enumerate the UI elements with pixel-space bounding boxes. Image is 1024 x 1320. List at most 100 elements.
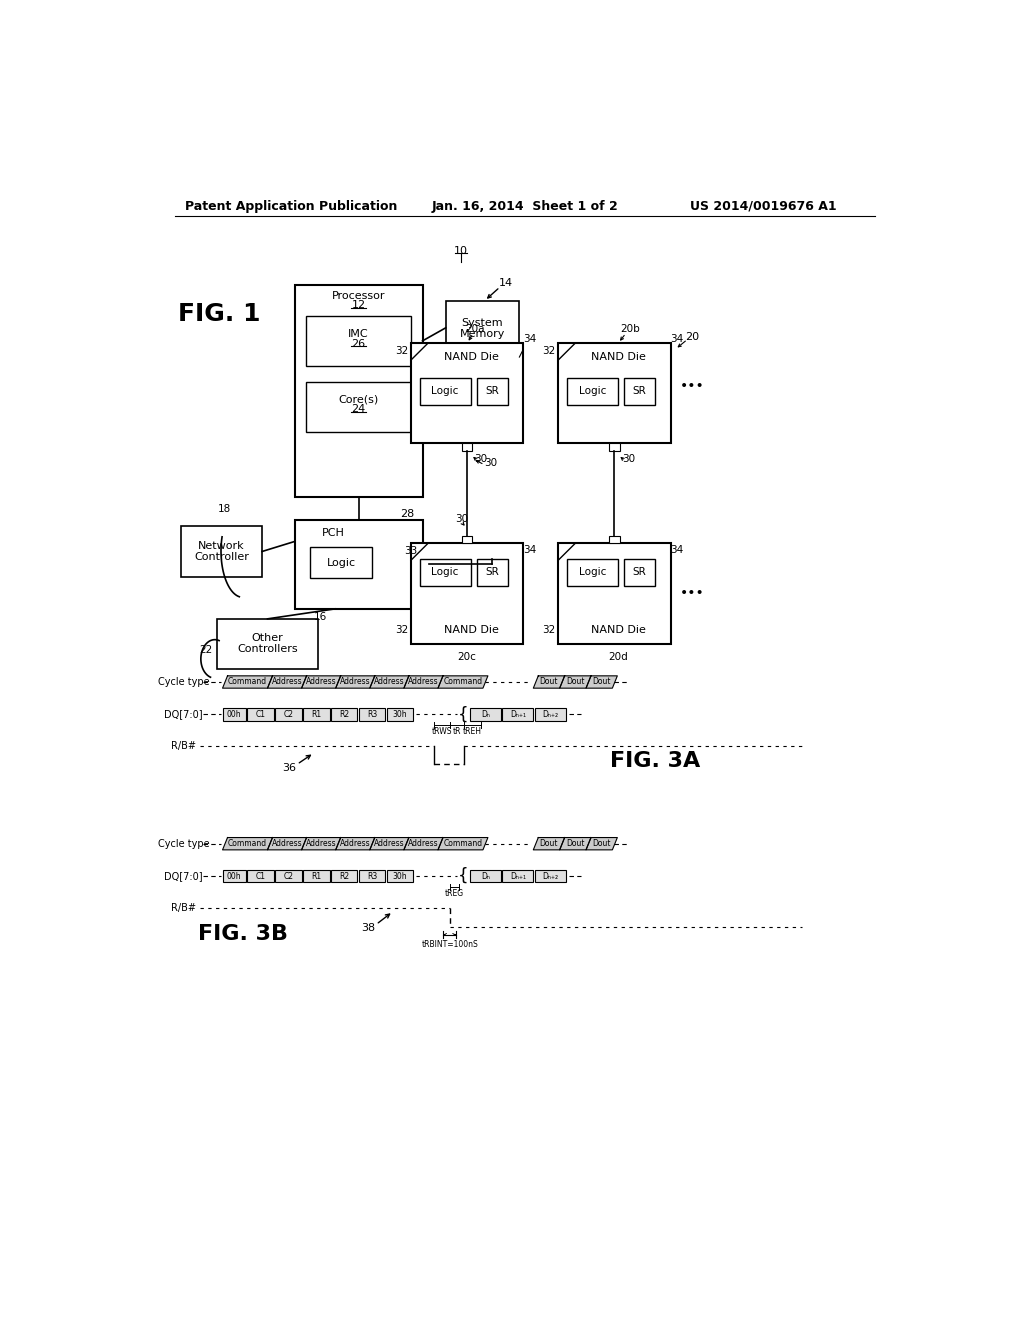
Text: Command: Command: [443, 677, 482, 686]
Polygon shape: [302, 837, 341, 850]
Bar: [558, 343, 671, 444]
Text: 34: 34: [523, 334, 537, 345]
Text: Controllers: Controllers: [238, 644, 298, 655]
Text: R3: R3: [367, 710, 377, 719]
Text: Logic: Logic: [327, 557, 355, 568]
Text: DQ[7:0]: DQ[7:0]: [165, 871, 203, 880]
Text: Dout: Dout: [540, 677, 558, 686]
Text: FIG. 3B: FIG. 3B: [198, 924, 288, 944]
Text: 18: 18: [218, 504, 231, 513]
Bar: [275, 708, 302, 721]
Text: {: {: [459, 705, 469, 723]
Text: 26: 26: [351, 339, 366, 348]
Bar: [411, 544, 523, 644]
Text: C1: C1: [256, 710, 265, 719]
Text: 22: 22: [199, 644, 212, 655]
Polygon shape: [336, 837, 375, 850]
Text: Dout: Dout: [593, 840, 611, 849]
Text: Dₙ₊₂: Dₙ₊₂: [543, 871, 558, 880]
Bar: [331, 870, 357, 882]
Text: 30: 30: [455, 513, 468, 524]
Text: 30: 30: [484, 458, 498, 467]
Text: SR: SR: [485, 385, 499, 396]
Bar: [217, 619, 317, 669]
Text: 00h: 00h: [227, 871, 242, 880]
Text: 00h: 00h: [227, 710, 242, 719]
Bar: [248, 708, 273, 721]
Bar: [359, 708, 385, 721]
Text: FIG. 1: FIG. 1: [178, 302, 261, 326]
Text: {: {: [459, 867, 469, 884]
Text: C1: C1: [256, 871, 265, 880]
Polygon shape: [222, 837, 272, 850]
Text: Dₙ₊₂: Dₙ₊₂: [543, 710, 558, 719]
Text: 36: 36: [283, 763, 296, 774]
Text: 12: 12: [351, 301, 366, 310]
Bar: [567, 378, 617, 405]
Text: Address: Address: [409, 677, 438, 686]
Bar: [445, 301, 519, 355]
Text: Controller: Controller: [194, 552, 249, 562]
Text: 30: 30: [622, 454, 635, 463]
Text: 16: 16: [313, 611, 327, 622]
Text: Patent Application Publication: Patent Application Publication: [184, 199, 397, 213]
Text: IMC: IMC: [348, 329, 369, 339]
Text: 28: 28: [400, 510, 414, 519]
Text: Memory: Memory: [460, 329, 505, 339]
Text: tREG: tREG: [444, 890, 464, 898]
Bar: [558, 544, 671, 644]
Polygon shape: [560, 676, 591, 688]
Text: Logic: Logic: [579, 385, 606, 396]
Text: Network: Network: [198, 541, 245, 550]
Text: R2: R2: [339, 871, 349, 880]
Polygon shape: [586, 837, 617, 850]
Text: Address: Address: [271, 840, 302, 849]
Text: Address: Address: [374, 677, 404, 686]
Text: R2: R2: [339, 710, 349, 719]
Bar: [303, 708, 330, 721]
Text: Address: Address: [271, 677, 302, 686]
Text: 32: 32: [395, 346, 409, 356]
Text: 14: 14: [499, 279, 512, 288]
Text: 32: 32: [542, 624, 555, 635]
Text: PCH: PCH: [322, 528, 345, 537]
Text: Cycle type: Cycle type: [158, 677, 210, 686]
Text: Address: Address: [340, 840, 371, 849]
Text: NAND Die: NAND Die: [443, 624, 499, 635]
Bar: [275, 870, 302, 882]
Text: Dₙ₊₁: Dₙ₊₁: [510, 871, 526, 880]
Bar: [470, 708, 501, 721]
Text: 20: 20: [685, 333, 699, 342]
Bar: [387, 870, 414, 882]
Text: SR: SR: [485, 566, 499, 577]
Bar: [420, 378, 471, 405]
Text: R/B#: R/B#: [171, 741, 197, 751]
Text: •••: •••: [680, 586, 705, 601]
Text: 32: 32: [542, 346, 555, 356]
Bar: [609, 444, 620, 451]
Text: 20d: 20d: [608, 652, 628, 663]
Bar: [248, 870, 273, 882]
Bar: [535, 708, 566, 721]
Text: SR: SR: [633, 566, 646, 577]
Text: US 2014/0019676 A1: US 2014/0019676 A1: [690, 199, 837, 213]
Text: 38: 38: [361, 924, 376, 933]
Text: Address: Address: [306, 677, 337, 686]
Bar: [331, 708, 357, 721]
Text: Jan. 16, 2014  Sheet 1 of 2: Jan. 16, 2014 Sheet 1 of 2: [431, 199, 618, 213]
Text: 30h: 30h: [393, 871, 408, 880]
Bar: [303, 870, 330, 882]
Text: C2: C2: [284, 710, 294, 719]
Text: Logic: Logic: [579, 566, 606, 577]
Text: C2: C2: [284, 871, 294, 880]
Polygon shape: [586, 676, 617, 688]
Bar: [222, 870, 246, 882]
Text: Dₙ: Dₙ: [481, 710, 489, 719]
Text: 34: 34: [523, 545, 537, 554]
Bar: [470, 870, 501, 882]
Bar: [462, 444, 472, 451]
Text: Dout: Dout: [540, 840, 558, 849]
Text: Dout: Dout: [566, 677, 585, 686]
Text: DQ[7:0]: DQ[7:0]: [165, 709, 203, 719]
Polygon shape: [336, 676, 375, 688]
